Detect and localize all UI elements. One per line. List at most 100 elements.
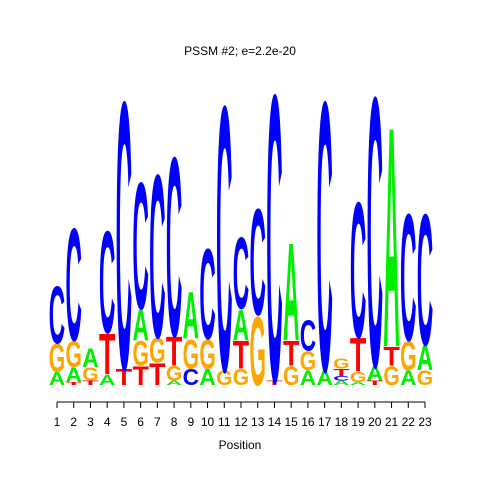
letter-group: A	[333, 379, 349, 386]
letter-group: G	[383, 361, 399, 391]
logo-letter: C	[116, 21, 132, 450]
x-tick-label: 10	[201, 415, 215, 429]
x-tick-label: 5	[121, 415, 128, 429]
letter-group: G	[183, 332, 199, 379]
logo-letter: A	[417, 339, 433, 378]
letter-group: T	[233, 333, 249, 377]
logo-letter: A	[183, 278, 199, 353]
letter-group: G	[199, 332, 215, 379]
logo-letter: T	[82, 379, 99, 386]
x-tick-label: 19	[351, 415, 365, 429]
logo-letter: C	[400, 177, 416, 379]
letter-group: G	[82, 365, 98, 385]
logo-letter: G	[300, 346, 316, 376]
logo-letter: A	[82, 343, 98, 373]
letter-group: A	[166, 379, 182, 386]
letter-group: C	[199, 222, 215, 367]
logo-letter: T	[333, 367, 349, 378]
letter-group: A	[233, 301, 249, 350]
letter-group: A	[383, 63, 399, 414]
logo-letter: A	[49, 369, 65, 389]
letter-group: C	[216, 27, 232, 450]
logo-letter: G	[383, 361, 399, 391]
letter-group: T	[82, 379, 99, 386]
x-tick-label: 14	[268, 415, 282, 429]
letter-group: T	[66, 381, 84, 386]
letter-group: G	[250, 298, 266, 407]
letter-group: C	[367, 17, 383, 448]
x-tick-label: 7	[154, 415, 161, 429]
x-tick-label: 8	[171, 415, 178, 429]
logo-letter: T	[233, 333, 249, 377]
logo-letter: C	[417, 176, 433, 385]
x-tick-label: 11	[218, 415, 231, 429]
letter-group: A	[283, 214, 299, 370]
letter-group: A	[99, 372, 115, 388]
letter-group: C	[132, 146, 148, 348]
letter-group: C	[233, 216, 249, 330]
letter-group: A	[350, 381, 366, 386]
logo-letter: A	[166, 379, 182, 386]
letter-group: A	[367, 362, 383, 385]
letter-group: G	[216, 366, 232, 389]
logo-letter: A	[400, 366, 416, 389]
logo-letter: T	[266, 379, 283, 386]
logo-letter: C	[250, 179, 266, 348]
letter-group: C	[333, 375, 349, 382]
logo-letter: A	[300, 366, 316, 389]
letter-group: T	[383, 342, 400, 372]
letter-group: A	[49, 369, 65, 389]
x-tick-label: 18	[335, 415, 349, 429]
letter-group: G	[66, 333, 82, 375]
logo-letter: C	[49, 270, 65, 361]
x-tick-label: 17	[318, 415, 332, 429]
x-tick-label: 2	[70, 415, 77, 429]
x-tick-label: 23	[418, 415, 432, 429]
logo-letter: A	[350, 381, 366, 386]
logo-letter: G	[149, 332, 165, 371]
logo-letter: C	[166, 103, 182, 390]
letter-group: C	[300, 312, 316, 361]
logo-letter: G	[199, 332, 215, 379]
x-tick-label: 3	[87, 415, 94, 429]
logo-letter: C	[149, 127, 165, 387]
logo-letter: G	[66, 333, 82, 375]
letter-group: G	[350, 369, 366, 385]
logo-letter: A	[333, 379, 349, 386]
letter-group: T	[367, 379, 384, 386]
logo-letter: A	[66, 363, 82, 386]
letter-group: C	[99, 201, 115, 364]
logo-letter: G	[132, 335, 148, 374]
letter-group: T	[266, 379, 283, 386]
logo-letter: G	[183, 332, 199, 379]
logo-letter: T	[367, 379, 384, 386]
logo-letter: G	[250, 298, 266, 407]
letter-group: T	[116, 364, 132, 390]
letter-group: C	[266, 9, 282, 468]
x-tick-label: 20	[368, 415, 382, 429]
logo-letter: C	[266, 9, 282, 468]
letter-group: A	[300, 366, 316, 389]
letter-group: G	[417, 366, 433, 389]
logo-letter: A	[132, 301, 148, 350]
logo-letter: A	[367, 362, 383, 385]
letter-group: G	[233, 364, 249, 390]
logo-letter: A	[99, 372, 115, 388]
letter-group: T	[350, 328, 366, 381]
letter-group: C	[183, 364, 200, 390]
x-tick-label: 4	[104, 415, 111, 429]
logo-letter: C	[132, 146, 148, 348]
letter-group: C	[400, 177, 416, 379]
logo-letter: C	[199, 222, 215, 367]
letter-group: G	[166, 362, 182, 385]
letter-group: C	[316, 21, 332, 452]
logo-letter: T	[132, 361, 149, 391]
letter-group: A	[132, 301, 148, 350]
x-tick-label: 9	[187, 415, 194, 429]
logo-letter: G	[417, 366, 433, 389]
logo-letter: T	[350, 328, 366, 381]
logo-letter: A	[233, 301, 249, 350]
letter-group: C	[417, 176, 433, 385]
logo-letter: C	[183, 364, 200, 390]
